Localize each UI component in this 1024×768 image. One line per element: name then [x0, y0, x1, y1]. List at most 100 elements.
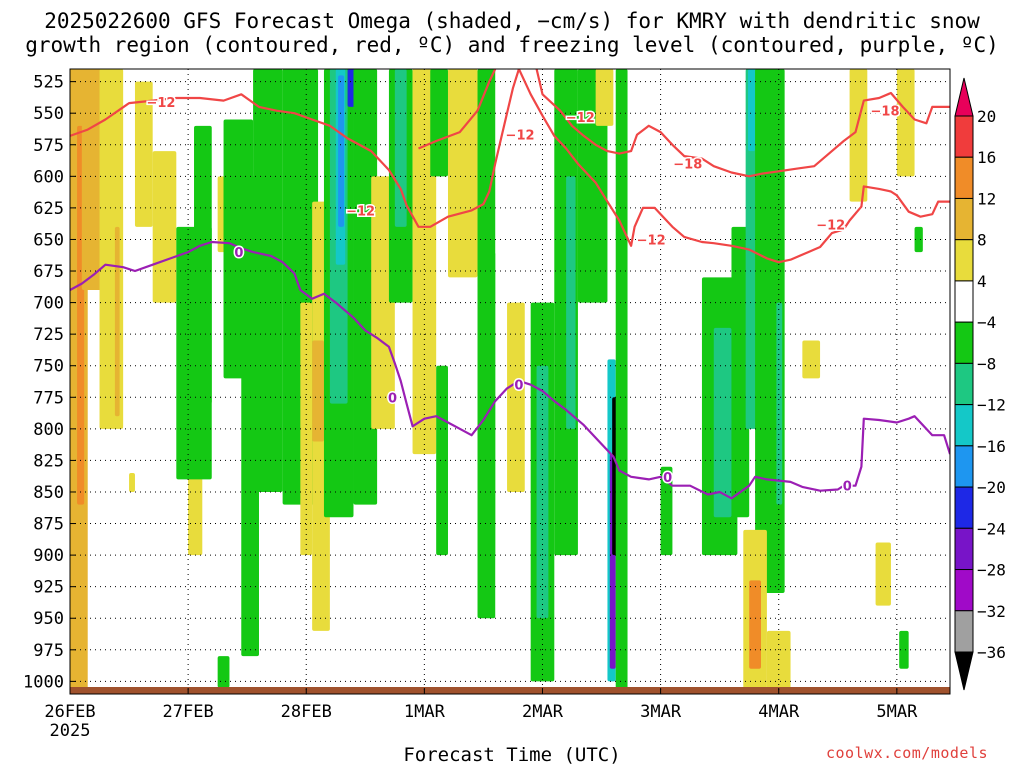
colorbar-label-11: −28 — [977, 561, 1006, 580]
omega-region-7 — [152, 151, 177, 303]
ytick-label-525: 525 — [33, 73, 64, 93]
x-axis: 26FEB 27FEB 28FEB 1MAR 2MAR 3MAR 4MAR 5MAR 2025 — [44, 688, 918, 741]
contour-label-9: 0 — [388, 391, 397, 406]
xtick-label-2MAR: 2MAR — [522, 702, 564, 722]
contour-label-6: −12 — [816, 218, 845, 233]
colorbar-box-9 — [954, 486, 974, 529]
colorbar-box-3 — [954, 239, 974, 282]
omega-region-65 — [899, 630, 909, 669]
ytick-label-775: 775 — [33, 388, 64, 408]
omega-region-57 — [776, 302, 783, 505]
omega-region-64 — [896, 69, 915, 177]
colorbar-label-6: −8 — [977, 354, 996, 373]
colorbar-label-3: 8 — [977, 231, 987, 250]
omega-region-35 — [447, 69, 478, 278]
colorbar-label-12: −32 — [977, 602, 1006, 621]
contour-label-0: −12 — [146, 96, 175, 111]
contour-layer — [70, 69, 950, 500]
omega-region-67 — [217, 656, 230, 688]
x-axis-title: Forecast Time (UTC) — [403, 744, 621, 766]
omega-region-53 — [731, 226, 750, 518]
colorbar-label-10: −24 — [977, 519, 1006, 538]
xtick-label-4MAR: 4MAR — [758, 702, 800, 722]
omega-region-63 — [875, 542, 891, 606]
omega-region-61 — [802, 340, 821, 379]
colorbar-label-2: 12 — [977, 189, 996, 208]
contour-label-11: 0 — [663, 471, 672, 486]
contour-label-1: −12 — [506, 129, 535, 144]
omega-region-25 — [338, 75, 345, 227]
omega-region-3 — [99, 69, 124, 429]
colorbar-label-5: −4 — [977, 313, 996, 332]
colorbar-box-6 — [954, 362, 974, 406]
ytick-label-550: 550 — [33, 104, 64, 124]
ytick-label-900: 900 — [33, 546, 64, 566]
omega-region-16 — [258, 69, 277, 303]
omega-region-44 — [577, 69, 608, 303]
colorbar-label-8: −16 — [977, 437, 1006, 456]
omega-region-31 — [394, 69, 407, 227]
y-axis: 525 550 575 600 625 650 675 700 725 750 775 800 825 8… — [23, 73, 76, 692]
colorbar-box-11 — [954, 569, 974, 612]
omega-region-19 — [300, 302, 313, 556]
ytick-label-975: 975 — [33, 641, 64, 661]
omega-region-52 — [713, 327, 732, 518]
chart-title-line1: 2025022600 GFS Forecast Omega (shaded, −… — [44, 9, 980, 33]
contour-0 — [70, 240, 950, 500]
colorbar-box-7 — [954, 404, 974, 447]
grid-lines — [70, 69, 950, 694]
omega-region-41 — [536, 365, 549, 619]
omega-region-6 — [134, 81, 153, 227]
chart-title-line2: growth region (contoured, red, ºC) and f… — [25, 33, 999, 57]
xtick-sublabel-year: 2025 — [50, 721, 91, 741]
colorbar-label-0: 20 — [977, 107, 996, 126]
colorbar-box-2 — [954, 197, 974, 241]
terrain-surface — [70, 687, 950, 694]
ytick-label-700: 700 — [33, 294, 64, 314]
ytick-label-650: 650 — [33, 230, 64, 250]
omega-region-33 — [430, 69, 448, 177]
ytick-label-925: 925 — [33, 578, 64, 598]
ytick-label-800: 800 — [33, 420, 64, 440]
contour-label-2: −12 — [346, 204, 375, 219]
ytick-label-1000: 1000 — [23, 672, 64, 692]
colorbar-label-7: −12 — [977, 396, 1006, 415]
ytick-label-600: 600 — [33, 167, 64, 187]
contour-2 — [517, 69, 950, 264]
colorbar-box-8 — [954, 445, 974, 488]
plot-frame — [69, 68, 951, 695]
omega-region-5 — [129, 473, 135, 492]
omega-region-38 — [483, 252, 496, 556]
terrain-band — [70, 687, 950, 694]
xtick-label-3MAR: 3MAR — [640, 702, 682, 722]
ytick-label-750: 750 — [33, 357, 64, 377]
colorbar: 20 16 12 8 4 −4 −8 −12 −16 −20 −24 −28 −32 −36 — [954, 77, 1006, 691]
omega-region-28 — [353, 69, 378, 505]
contour-label-12: 0 — [843, 480, 852, 495]
colorbar-box-10 — [954, 527, 974, 571]
contour-3 — [418, 69, 497, 150]
contour-1 — [70, 69, 520, 228]
colorbar-box-5 — [954, 321, 974, 364]
omega-region-21 — [312, 340, 324, 442]
omega-region-50 — [660, 466, 673, 556]
colorbar-label-13: −36 — [977, 643, 1006, 662]
omega-region-60 — [766, 630, 791, 694]
contour-label-10: 0 — [514, 379, 523, 394]
xtick-label-26FEB: 26FEB — [44, 702, 95, 722]
omega-region-49 — [595, 69, 614, 126]
ytick-label-575: 575 — [33, 136, 64, 156]
omega-region-11 — [194, 125, 212, 404]
colorbar-bottom-arrow — [954, 651, 974, 691]
colorbar-box-4 — [954, 280, 974, 323]
ytick-label-625: 625 — [33, 199, 64, 219]
contour-label-8: 0 — [234, 246, 243, 261]
xtick-label-1MAR: 1MAR — [404, 702, 446, 722]
omega-region-48 — [615, 69, 628, 694]
contour-label-5: −12 — [637, 233, 666, 248]
omega-region-59 — [749, 580, 762, 669]
ytick-label-950: 950 — [33, 609, 64, 629]
contour-label-layer: −12 −12 −12 −12 −18 −12 −12 −18 0 0 0 0 0 — [145, 94, 901, 496]
omega-region-66 — [914, 226, 923, 253]
